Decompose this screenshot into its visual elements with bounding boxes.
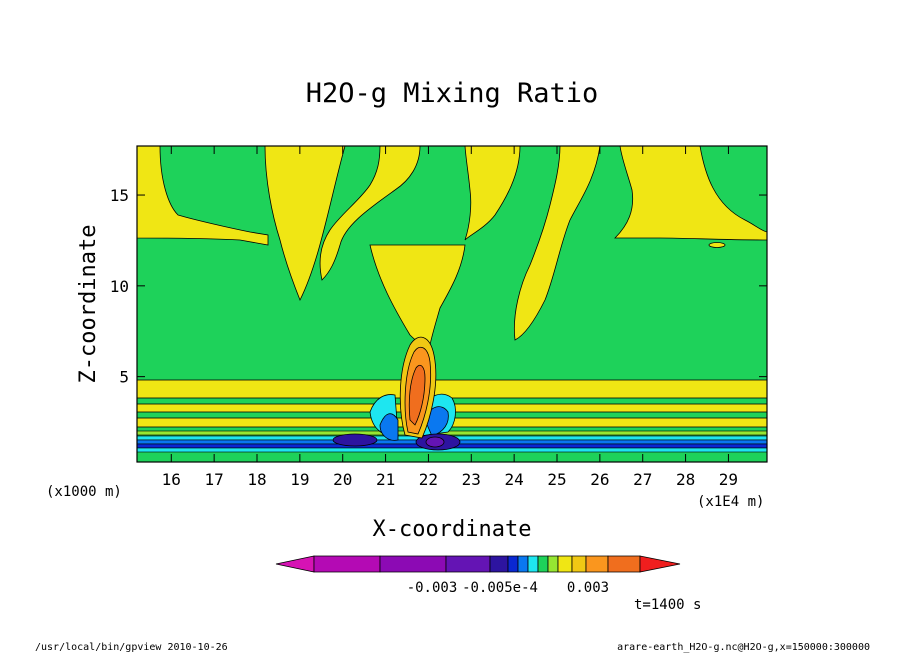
x-tick-label: 25: [547, 470, 566, 489]
upper-left-band: [137, 146, 269, 246]
y-unit-label: (x1000 m): [46, 484, 122, 500]
time-label: t=1400 s: [634, 597, 701, 613]
x-tick-label: 23: [462, 470, 481, 489]
chart-title: H2O-g Mixing Ratio: [306, 78, 599, 109]
x-axis-ticks: 16 17 18 19 20 21 22 23 24 25 26 27 28 29: [162, 146, 738, 489]
colorbar-swatch: [313, 555, 381, 573]
x-tick-label: 19: [290, 470, 309, 489]
colorbar-labels: -0.003 -0.005e-4 0.003: [407, 580, 609, 596]
x-tick-label: 22: [419, 470, 438, 489]
upper-right-band: [614, 146, 767, 241]
x-unit-label: (x1E4 m): [697, 494, 764, 510]
x-tick-label: 29: [719, 470, 738, 489]
colorbar-label: -0.005e-4: [462, 580, 538, 596]
colorbar-label: 0.003: [567, 580, 609, 596]
footer-right: arare-earth_H2O-g.nc@H2O-g,x=150000:3000…: [617, 642, 870, 653]
deepest-right-core: [425, 436, 445, 448]
right-diagonal-band: [464, 146, 521, 241]
x-tick-label: 28: [676, 470, 695, 489]
colorbar-swatch: [379, 555, 447, 573]
colorbar-swatch: [639, 555, 681, 573]
colorbar-swatch: [585, 555, 609, 573]
colorbar-swatch: [517, 555, 529, 573]
colorbar-swatch: [527, 555, 539, 573]
plot-frame: [136, 145, 768, 463]
colorbar-swatch: [537, 555, 549, 573]
y-tick-label: 15: [110, 186, 129, 205]
plot-area: [136, 145, 768, 463]
colorbar-swatch: [275, 555, 315, 573]
colorbar-swatch: [507, 555, 519, 573]
low-band-8: [137, 447, 767, 453]
right-wedge: [513, 146, 601, 341]
x-axis-label: X-coordinate: [373, 517, 532, 542]
x-tick-label: 24: [505, 470, 524, 489]
x-tick-label: 27: [633, 470, 652, 489]
x-tick-label: 17: [205, 470, 224, 489]
y-axis-label: Z-coordinate: [76, 225, 101, 384]
deep-left-core: [332, 433, 378, 447]
x-tick-label: 26: [590, 470, 609, 489]
colorbar-swatch: [445, 555, 491, 573]
left-diagonal-band: [319, 146, 421, 281]
colorbar-swatch: [607, 555, 641, 573]
colorbar: [275, 555, 681, 573]
colorbar-label: -0.003: [407, 580, 458, 596]
footer-left: /usr/local/bin/gpview 2010-10-26: [35, 642, 228, 653]
low-band-4: [137, 430, 767, 436]
x-tick-label: 21: [376, 470, 395, 489]
low-band-1: [137, 379, 767, 399]
x-tick-label: 20: [333, 470, 352, 489]
x-tick-label: 18: [247, 470, 266, 489]
colorbar-swatch: [489, 555, 509, 573]
colorbar-swatch: [571, 555, 587, 573]
left-wedge: [264, 146, 346, 301]
colorbar-swatch: [557, 555, 573, 573]
plume-core: [408, 364, 426, 426]
small-cell: [708, 242, 726, 248]
x-tick-label: 16: [162, 470, 181, 489]
blue-left-core: [379, 413, 399, 441]
y-axis-ticks: 5 10 15: [110, 186, 767, 387]
y-tick-label: 5: [119, 368, 129, 387]
colorbar-swatch: [547, 555, 559, 573]
y-tick-label: 10: [110, 277, 129, 296]
